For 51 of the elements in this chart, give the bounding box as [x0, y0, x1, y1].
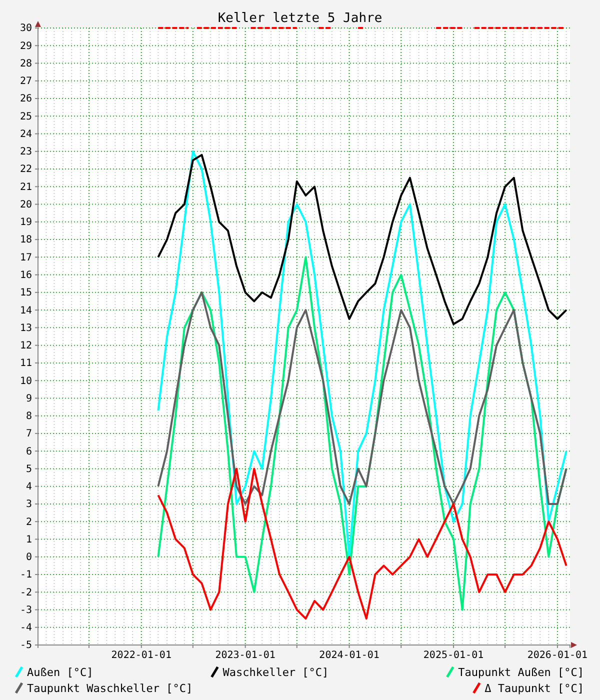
y-tick-label: 0 — [26, 552, 32, 564]
x-tick-label: 2025-01-01 — [423, 650, 484, 662]
y-tick-label: -3 — [20, 604, 32, 616]
y-tick-label: 20 — [20, 199, 32, 210]
y-tick-label: 8 — [26, 411, 32, 422]
y-tick-label: 29 — [20, 40, 32, 52]
y-tick-label: 18 — [20, 234, 32, 246]
y-tick-label: 13 — [20, 322, 32, 334]
y-tick-label: 15 — [20, 288, 32, 299]
y-tick-label: 7 — [26, 428, 32, 440]
line-series — [157, 150, 568, 558]
legend-label: Waschkeller [°C] — [222, 666, 329, 679]
x-tick-label: 2024-01-01 — [319, 650, 380, 662]
y-tick-label: 11 — [20, 358, 32, 370]
y-tick-label: 9 — [26, 393, 32, 404]
y-tick-label: 4 — [26, 482, 32, 493]
y-tick-label: 3 — [26, 499, 32, 510]
y-tick-label: 27 — [20, 76, 32, 88]
x-tick-label: 2022-01-01 — [111, 650, 172, 662]
y-tick-label: -1 — [20, 570, 32, 581]
line-series — [157, 291, 568, 505]
y-tick-label: 17 — [20, 252, 32, 264]
y-tick-label: 21 — [20, 182, 32, 193]
y-tick-label: 6 — [26, 446, 32, 458]
line-series — [157, 468, 568, 620]
chart-title: Keller letzte 5 Jahre — [218, 11, 382, 26]
legend-label: Taupunkt Außen [°C] — [458, 666, 584, 679]
legend-label: Taupunkt Waschkeller [°C] — [27, 682, 193, 695]
y-tick-label: 23 — [20, 146, 32, 158]
legend-label: Δ Taupunkt [°C] — [484, 682, 584, 695]
legend-label: Außen [°C] — [27, 666, 94, 679]
y-tick-label: 16 — [20, 270, 32, 281]
y-tick-label: 1 — [26, 534, 32, 546]
y-tick-label: 26 — [20, 94, 32, 105]
y-tick-label: 22 — [20, 164, 32, 176]
y-tick-label: 24 — [20, 128, 32, 140]
y-tick-label: 14 — [20, 305, 32, 316]
y-tick-label: -5 — [20, 640, 32, 652]
y-tick-label: 25 — [20, 111, 32, 122]
y-tick-label: -2 — [20, 587, 32, 598]
x-tick-label: 2026-01-01 — [527, 650, 588, 662]
y-tick-label: 10 — [20, 376, 32, 387]
line-series — [157, 154, 568, 326]
y-tick-label: 5 — [26, 464, 32, 475]
y-tick-label: 30 — [20, 23, 32, 34]
y-tick-label: 19 — [20, 217, 32, 228]
y-tick-label: 2 — [26, 516, 32, 528]
x-tick-label: 2023-01-01 — [215, 650, 276, 662]
y-tick-label: 28 — [20, 58, 32, 70]
y-tick-label: 12 — [20, 340, 32, 352]
y-tick-label: -4 — [20, 622, 32, 634]
